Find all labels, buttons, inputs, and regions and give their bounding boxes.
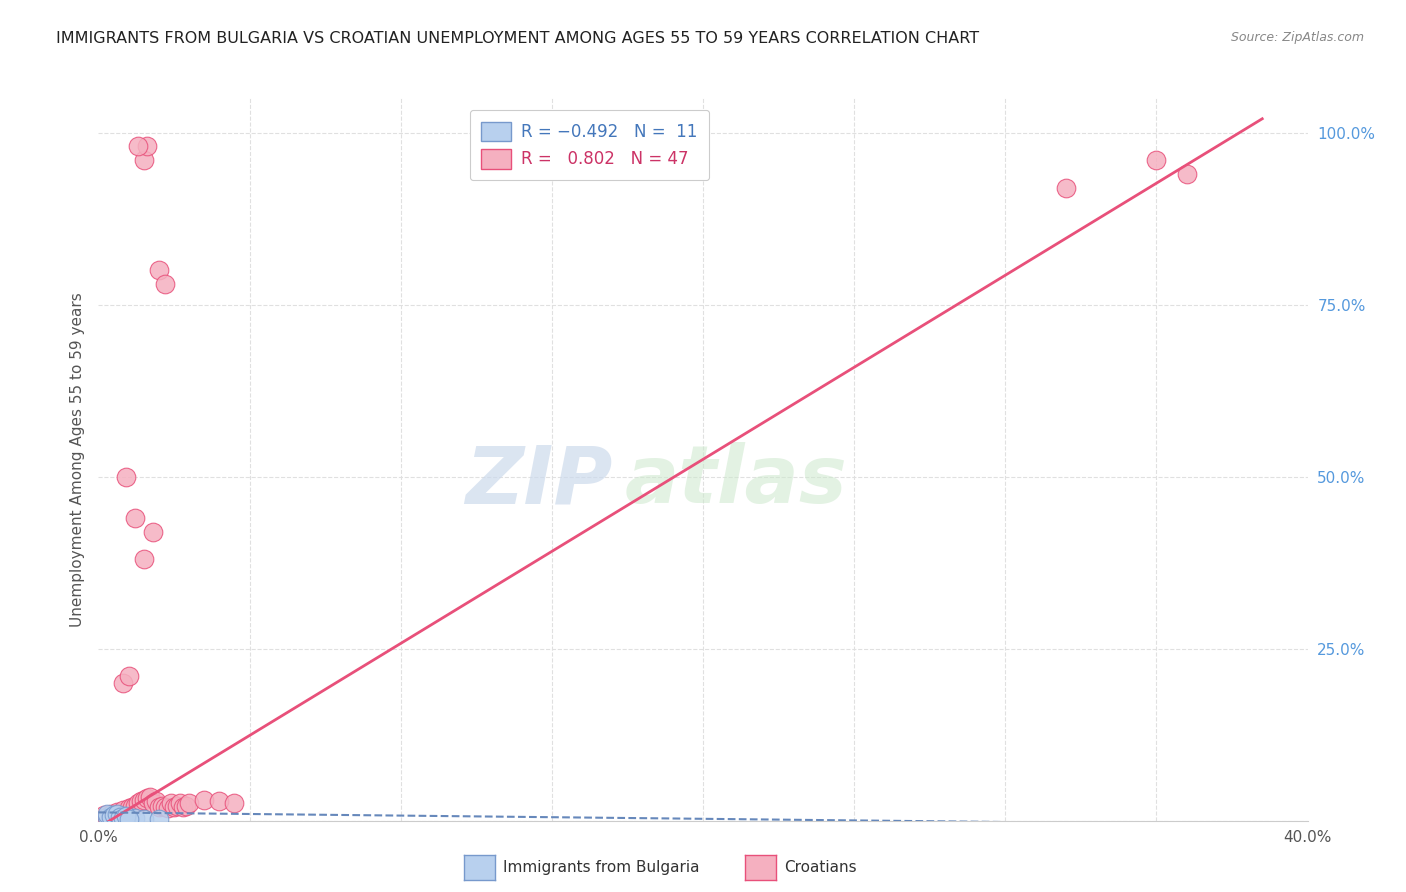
Point — [105, 809, 128, 823]
Point — [118, 810, 141, 824]
Point — [153, 800, 176, 814]
Legend: R = −0.492   N =  11, R =   0.802   N = 47: R = −0.492 N = 11, R = 0.802 N = 47 — [470, 110, 709, 180]
Point — [96, 806, 118, 821]
Point — [148, 812, 170, 826]
Point — [100, 808, 122, 822]
Point — [153, 277, 176, 291]
Point — [169, 797, 191, 811]
Point — [127, 797, 149, 811]
Point — [108, 809, 131, 823]
Point — [150, 798, 173, 813]
Point — [160, 797, 183, 811]
Text: ZIP: ZIP — [465, 442, 613, 520]
Point — [121, 800, 143, 814]
Point — [114, 806, 136, 821]
Point — [208, 794, 231, 808]
Point — [156, 801, 179, 815]
Point — [114, 809, 136, 823]
Point — [132, 793, 155, 807]
Y-axis label: Unemployment Among Ages 55 to 59 years: Unemployment Among Ages 55 to 59 years — [69, 292, 84, 627]
Point — [193, 793, 215, 807]
Point — [100, 809, 122, 823]
Point — [132, 812, 155, 826]
Point — [111, 676, 134, 690]
Point — [145, 794, 167, 808]
Point — [96, 810, 118, 824]
Point — [108, 808, 131, 822]
Point — [174, 798, 197, 813]
Point — [124, 811, 146, 825]
Point — [132, 153, 155, 167]
Point — [1175, 167, 1198, 181]
Point — [118, 812, 141, 826]
Point — [132, 552, 155, 566]
Point — [179, 797, 201, 811]
Point — [1144, 153, 1167, 167]
Text: Immigrants from Bulgaria: Immigrants from Bulgaria — [503, 860, 700, 874]
Point — [127, 139, 149, 153]
Point — [114, 812, 136, 826]
Point — [142, 797, 165, 811]
Point — [118, 669, 141, 683]
Point — [111, 809, 134, 823]
Text: Croatians: Croatians — [785, 860, 858, 874]
Point — [124, 798, 146, 813]
Point — [135, 139, 157, 153]
Text: atlas: atlas — [624, 442, 848, 520]
Point — [142, 524, 165, 539]
Point — [103, 812, 125, 826]
Point — [114, 469, 136, 483]
Point — [93, 808, 115, 822]
Point — [105, 805, 128, 820]
Point — [224, 797, 246, 811]
Point — [148, 800, 170, 814]
Point — [108, 811, 131, 825]
Point — [111, 803, 134, 817]
Point — [129, 794, 152, 808]
Text: Source: ZipAtlas.com: Source: ZipAtlas.com — [1230, 31, 1364, 45]
Point — [111, 811, 134, 825]
Point — [103, 810, 125, 824]
Point — [1054, 180, 1077, 194]
Point — [139, 789, 162, 804]
Text: IMMIGRANTS FROM BULGARIA VS CROATIAN UNEMPLOYMENT AMONG AGES 55 TO 59 YEARS CORR: IMMIGRANTS FROM BULGARIA VS CROATIAN UNE… — [56, 31, 980, 46]
Point — [103, 808, 125, 822]
Point — [172, 800, 194, 814]
Point — [105, 807, 128, 822]
Point — [166, 798, 188, 813]
Point — [163, 800, 186, 814]
Point — [135, 791, 157, 805]
Point — [148, 263, 170, 277]
Point — [100, 806, 122, 821]
Point — [118, 801, 141, 815]
Point — [96, 809, 118, 823]
Point — [124, 511, 146, 525]
